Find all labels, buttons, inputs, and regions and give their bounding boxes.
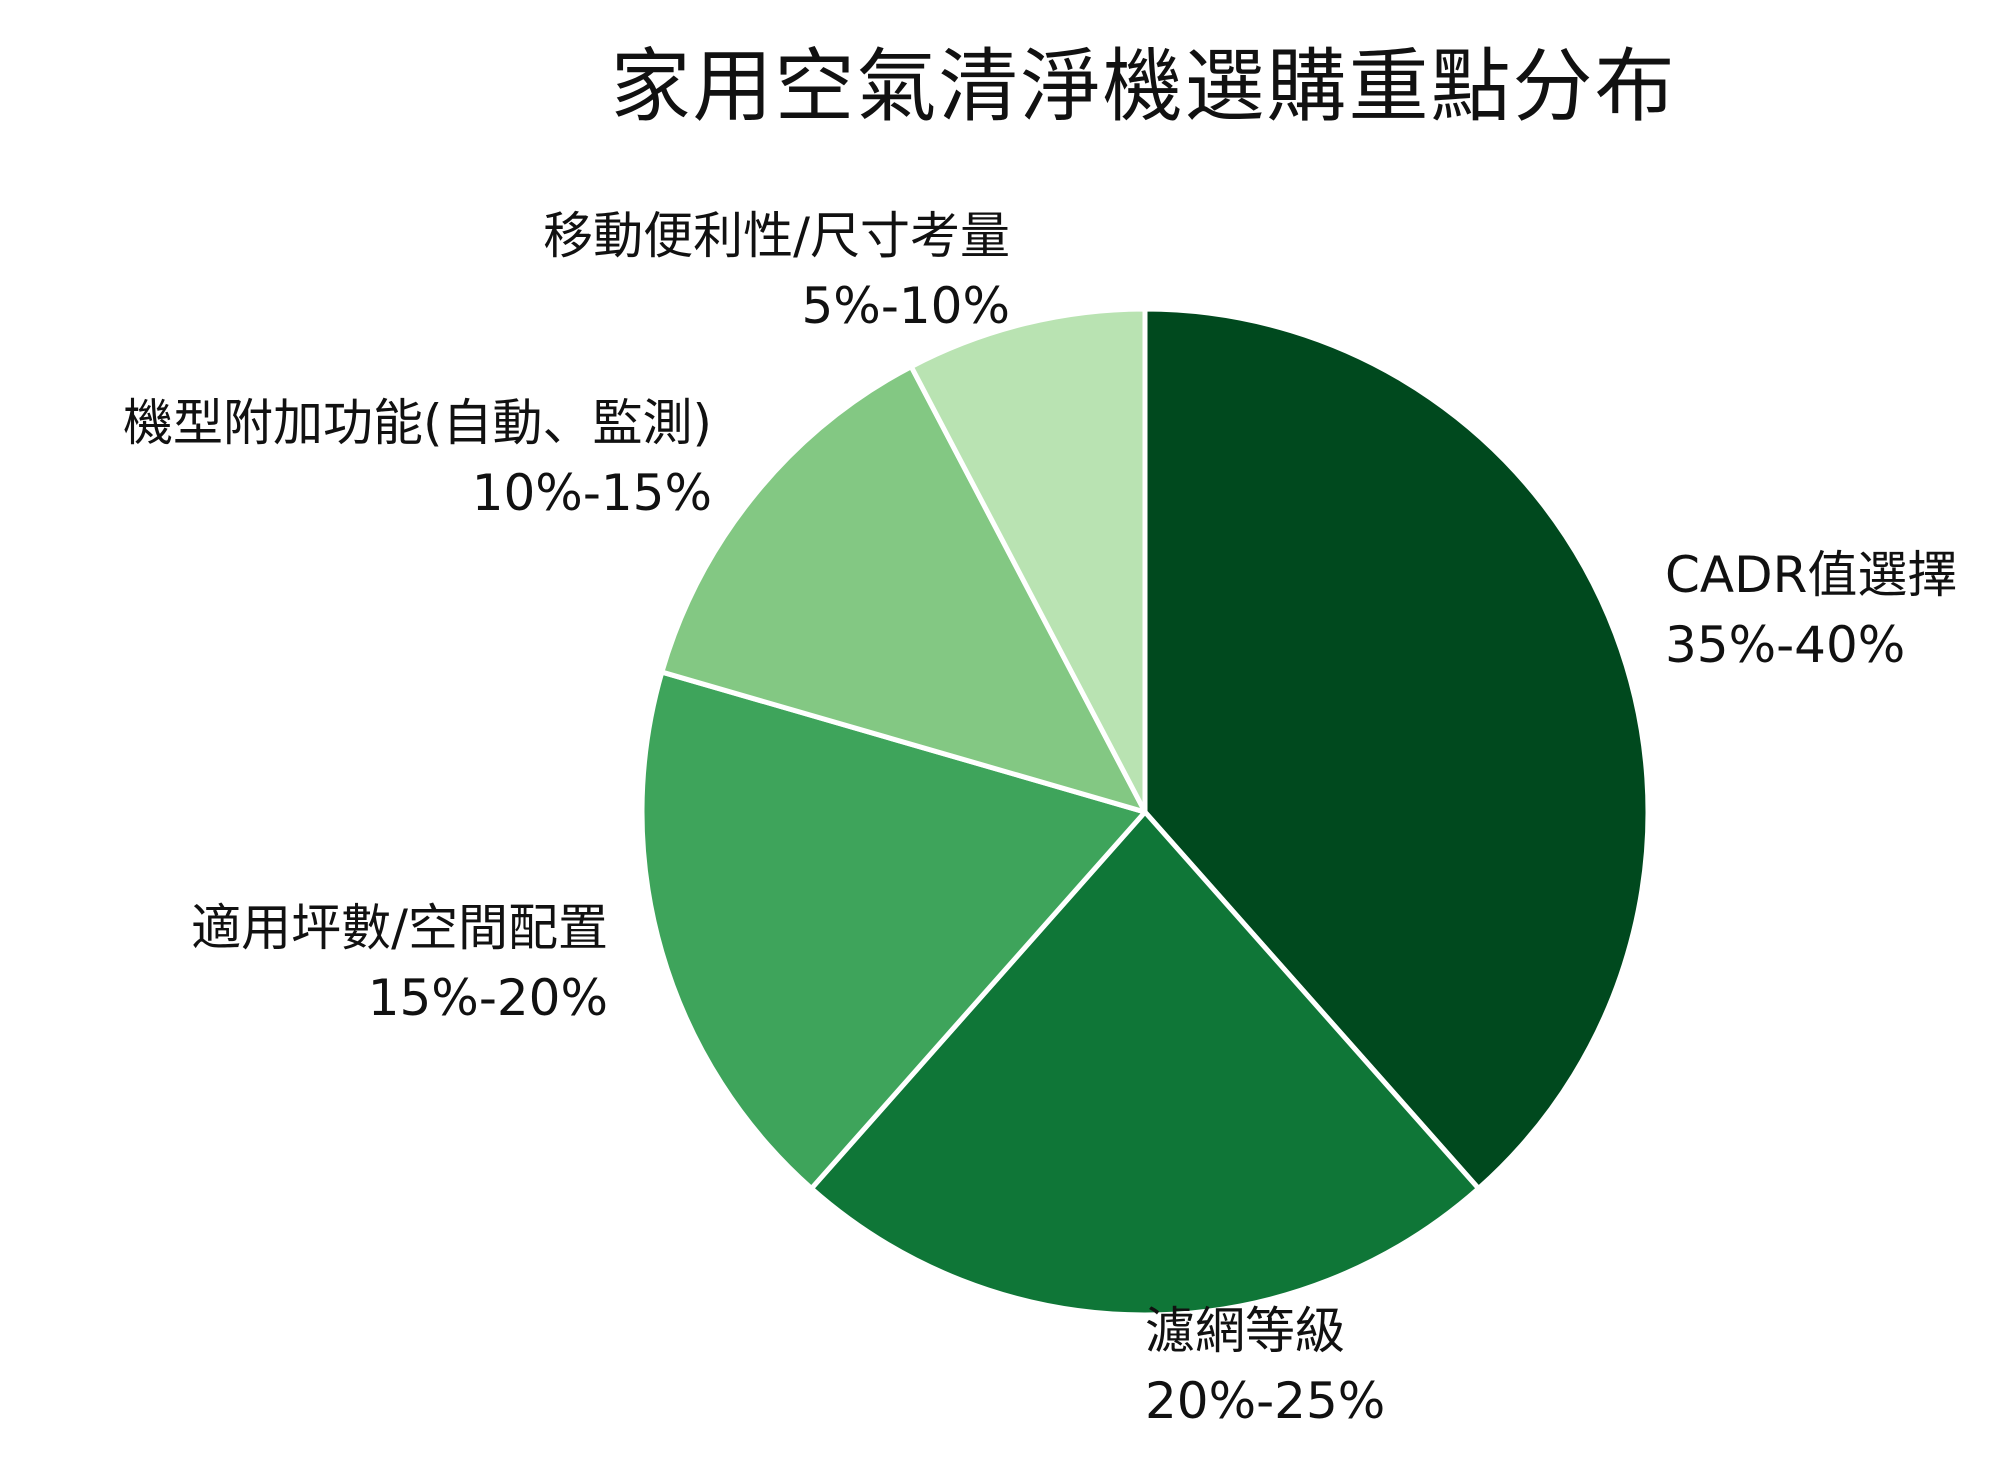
pie-slice-5 [908,306,1148,815]
chart-title: 家用空氣清淨機選購重點分布 [610,40,1677,133]
pie-slices [639,306,1651,1318]
slice-label-2: 濾網等級 [1145,1302,1345,1360]
pie-slice-3 [639,669,1148,1191]
slice-label-3: 適用坪數/空間配置 [191,899,608,957]
slice-value-4: 10%-15% [472,464,712,522]
pie-slice-2 [808,809,1482,1318]
pie-labels: CADR值選擇 35%-40% 濾網等級 20%-25% 適用坪數/空間配置 15%-20… [123,207,1957,1430]
slice-label-5: 移動便利性/尺寸考量 [543,207,1010,265]
slice-label-4: 機型附加功能(自動、監測) [123,394,712,452]
slice-value-1: 35%-40% [1665,616,1905,674]
slice-label-1: CADR值選擇 [1665,546,1957,604]
slice-value-5: 5%-10% [802,277,1011,335]
slice-value-2: 20%-25% [1145,1372,1385,1430]
pie-slice-4 [659,364,1148,815]
pie-slice-1 [1142,306,1651,1191]
slice-value-3: 15%-20% [368,969,608,1027]
